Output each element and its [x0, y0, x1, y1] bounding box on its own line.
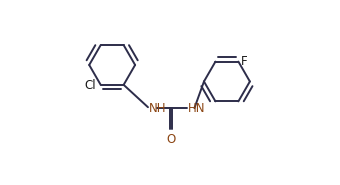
Text: F: F [241, 55, 248, 68]
Text: HN: HN [187, 102, 205, 115]
Text: O: O [167, 132, 176, 146]
Text: Cl: Cl [84, 79, 96, 92]
Text: NH: NH [149, 102, 166, 115]
